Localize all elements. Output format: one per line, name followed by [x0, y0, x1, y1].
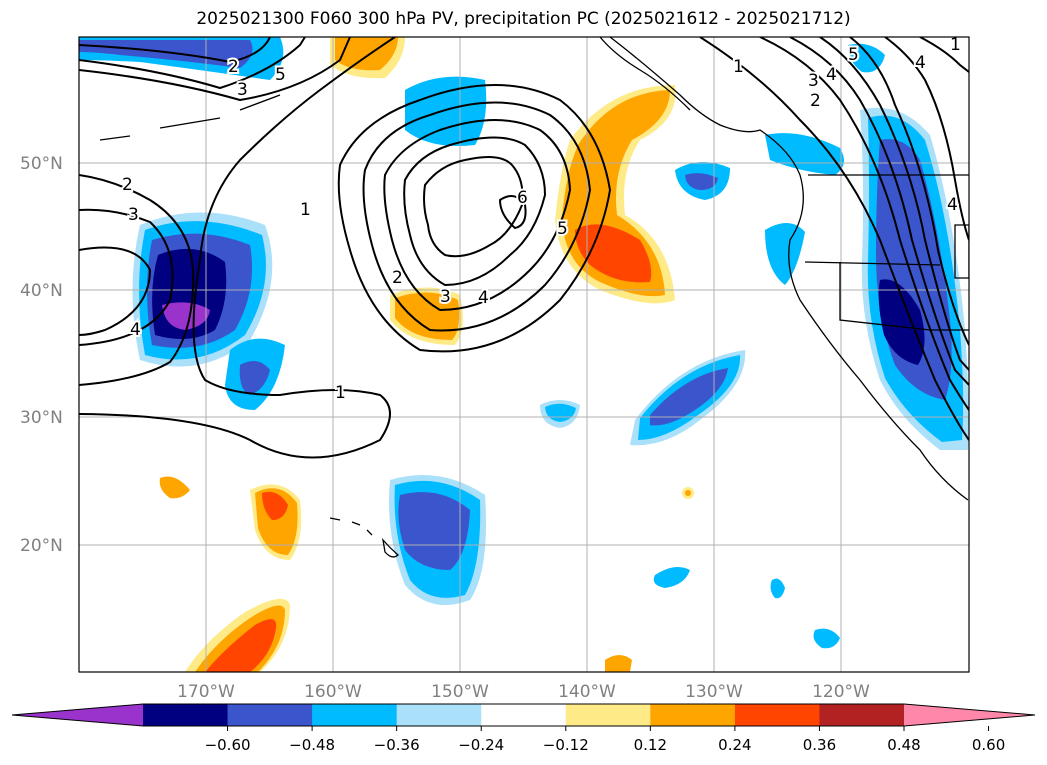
colorbar-extend-low	[12, 704, 143, 726]
colorbar-tick-label: −0.36	[374, 736, 420, 754]
colorbar-swatch	[143, 704, 229, 726]
contour-label: 5	[275, 65, 286, 85]
contour-label: 3	[237, 80, 248, 100]
colorbar-swatch	[819, 704, 905, 726]
latitude-labels: 50°N 40°N 30°N 20°N	[20, 154, 63, 556]
colorbar-tick-label: 0.60	[972, 736, 1005, 754]
colorbar-tick-label: 0.36	[803, 736, 836, 754]
colorbar-extend-high	[904, 704, 1035, 726]
colorbar-swatch	[396, 704, 482, 726]
colorbar-swatch	[734, 704, 820, 726]
colorbar-swatch	[650, 704, 736, 726]
contour-label: 3	[808, 71, 819, 91]
colorbar-outline	[11, 703, 1036, 727]
map-frame	[78, 36, 970, 673]
contour-label: 1	[950, 35, 961, 55]
contour-label: 4	[826, 65, 837, 85]
colorbar-tick-label: −0.60	[205, 736, 251, 754]
colorbar-tick-label: 0.24	[718, 736, 751, 754]
contour-label: 2	[228, 57, 239, 77]
precip-fill	[79, 37, 969, 672]
contour-label: 4	[915, 53, 926, 73]
contour-label: 2	[122, 175, 133, 195]
contour-label: 6	[517, 188, 528, 208]
lon-label: 160°W	[304, 682, 362, 702]
contour-label: 2	[392, 268, 403, 288]
colorbar-tick-label: −0.48	[289, 736, 335, 754]
pv-contours	[79, 37, 969, 459]
colorbar-tick-label: 0.48	[887, 736, 920, 754]
colorbar-swatch	[227, 704, 313, 726]
contour-label: 1	[300, 200, 311, 220]
contour-label: 4	[947, 195, 958, 215]
contour-label: 1	[733, 57, 744, 77]
contour-label: 5	[557, 219, 568, 239]
lon-label: 130°W	[685, 682, 743, 702]
contour-label: 2	[810, 91, 821, 111]
lat-label: 20°N	[20, 536, 63, 556]
contour-label: 4	[130, 320, 141, 340]
lat-label: 40°N	[20, 281, 63, 301]
colorbar: −0.60 −0.48 −0.36 −0.24 −0.12 0.12 0.24 0.36 0.4…	[11, 703, 1036, 754]
colorbar-swatch	[481, 704, 567, 726]
colorbar-swatch	[565, 704, 651, 726]
colorbar-tick-label: −0.24	[458, 736, 504, 754]
map-area	[79, 37, 969, 672]
colorbar-tick-label: 0.12	[634, 736, 667, 754]
contour-label-group: 1 2 3 4 5 6 1 2 3 4 5 1 2 3 4 5 4 4 3 2 …	[120, 33, 963, 405]
lat-label: 30°N	[20, 408, 63, 428]
contour-label: 3	[128, 205, 139, 225]
lon-label: 150°W	[431, 682, 489, 702]
map-title: 2025021300 F060 300 hPa PV, precipitatio…	[196, 9, 851, 29]
contour-label: 5	[848, 45, 859, 65]
longitude-labels: 170°W 160°W 150°W 140°W 130°W 120°W	[177, 682, 870, 702]
lon-label: 120°W	[812, 682, 870, 702]
contour-label: 3	[440, 287, 451, 307]
lon-label: 140°W	[558, 682, 616, 702]
contour-label: 1	[335, 383, 346, 403]
colorbar-tick-label: −0.12	[543, 736, 589, 754]
lat-label: 50°N	[20, 154, 63, 174]
lon-label: 170°W	[177, 682, 235, 702]
colorbar-swatch	[312, 704, 398, 726]
contour-label: 4	[478, 288, 489, 308]
